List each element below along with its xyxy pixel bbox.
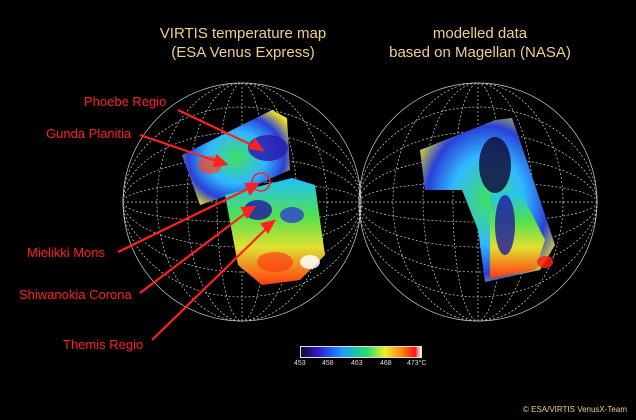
credit-text: © ESA/VIRTIS VenusX-Team: [522, 405, 627, 414]
right-modelled-map: [420, 118, 555, 282]
title-right: modelled data based on Magellan (NASA): [360, 24, 600, 62]
title-right-line2: based on Magellan (NASA): [389, 44, 571, 61]
title-left: VIRTIS temperature map (ESA Venus Expres…: [128, 24, 358, 62]
colorbar-frame: [300, 346, 422, 358]
title-left-line2: (ESA Venus Express): [171, 44, 315, 61]
colorbar-fill: [301, 347, 421, 357]
label-gunda-planitia: Gunda Planitia: [46, 126, 132, 141]
pointer-arrows: [117, 109, 277, 341]
title-right-line1: modelled data: [432, 25, 528, 42]
label-phoebe-regio: Phoebe Regio: [84, 94, 167, 109]
title-left-line1: VIRTIS temperature map: [159, 25, 327, 42]
colorbar-tick: 458: [322, 360, 334, 367]
left-temperature-map: [182, 110, 325, 285]
label-mielikki-mons: Mielikki Mons: [27, 245, 106, 260]
colorbar-tick: 463: [351, 360, 363, 367]
colorbar-tick: 468: [380, 360, 392, 367]
colorbar-tick: 453: [294, 360, 306, 367]
mielikki-highlight-circle: [251, 172, 271, 192]
label-shiwanokia-corona: Shiwanokia Corona: [19, 287, 132, 302]
colorbar-tick: 473°C: [407, 360, 427, 367]
label-themis-regio: Themis Regio: [63, 337, 144, 352]
